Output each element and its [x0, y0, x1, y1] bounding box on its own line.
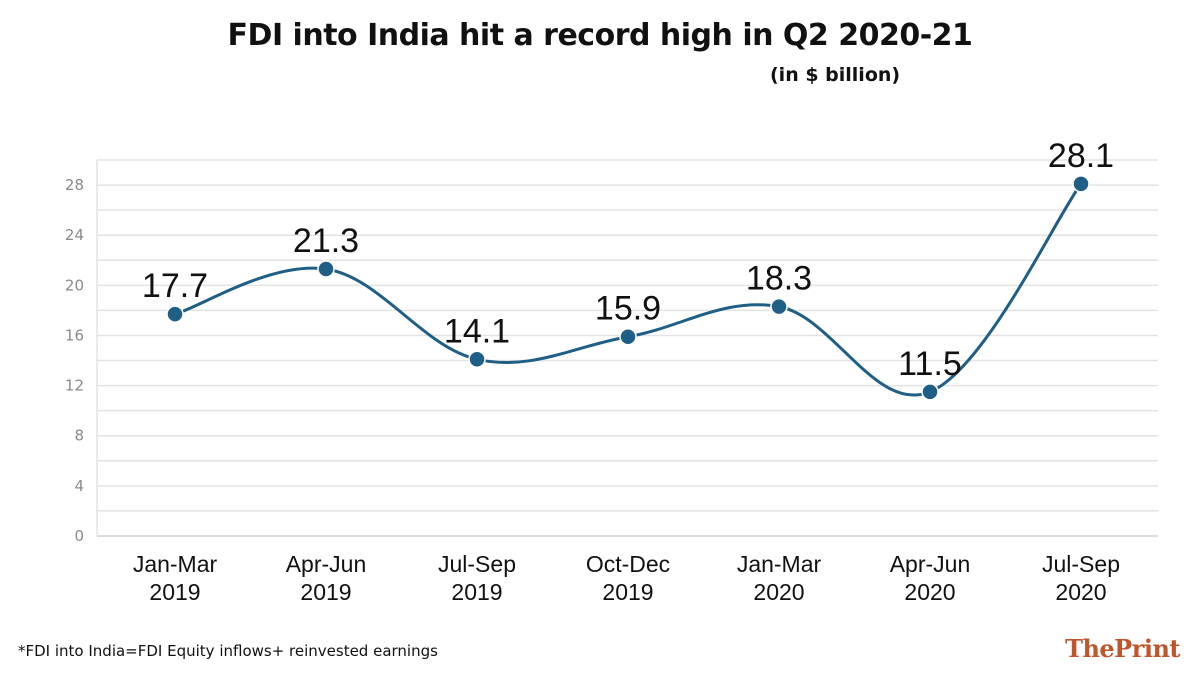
x-tick-label: Jan-Mar 2020 [737, 551, 822, 605]
data-points [166, 175, 1090, 401]
y-tick-label: 8 [74, 427, 84, 445]
x-tick-label: Oct-Dec 2019 [586, 551, 670, 605]
x-tick-label: Jul-Sep 2019 [438, 551, 516, 605]
data-label: 21.3 [293, 222, 359, 260]
data-point [166, 305, 184, 323]
chart-subtitle: (in $ billion) [770, 64, 901, 86]
data-label: 17.7 [142, 267, 208, 305]
data-label: 14.1 [444, 312, 510, 350]
data-point [1072, 175, 1090, 193]
data-label: 18.3 [746, 260, 812, 298]
axes [96, 160, 1158, 537]
y-tick-label: 0 [74, 527, 84, 545]
y-tick-labels: 0 4 8 12 16 20 24 28 [65, 176, 84, 545]
y-tick-label: 12 [65, 377, 84, 395]
x-tick-labels: Jan-Mar 2019 Apr-Jun 2019 Jul-Sep 2019 Oct-Dec… [133, 551, 1120, 605]
footnote: *FDI into India=FDI Equity inflows+ rein… [18, 642, 438, 660]
data-label: 11.5 [898, 345, 962, 383]
data-point [619, 327, 637, 346]
data-label: 28.1 [1048, 137, 1114, 175]
y-tick-label: 20 [65, 276, 84, 294]
y-tick-label: 4 [74, 477, 84, 495]
x-tick-label: Apr-Jun 2019 [286, 551, 367, 605]
x-tick-label: Jan-Mar 2019 [133, 551, 218, 605]
data-label: 15.9 [595, 290, 661, 328]
y-tick-label: 24 [65, 226, 84, 244]
x-tick-label: Jul-Sep 2020 [1042, 551, 1120, 605]
data-point [317, 260, 335, 278]
y-tick-label: 16 [65, 326, 84, 344]
data-point [770, 297, 788, 316]
brand-logo: ThePrint [1065, 634, 1180, 663]
data-point [468, 350, 486, 369]
chart-title: FDI into India hit a record high in Q2 2… [227, 18, 973, 53]
x-tick-label: Apr-Jun 2020 [890, 551, 971, 605]
data-point [921, 383, 939, 401]
gridlines [97, 159, 1158, 512]
y-tick-label: 28 [65, 176, 84, 194]
data-labels: 17.7 21.3 14.1 15.9 18.3 11.5 28.1 [142, 137, 1114, 383]
